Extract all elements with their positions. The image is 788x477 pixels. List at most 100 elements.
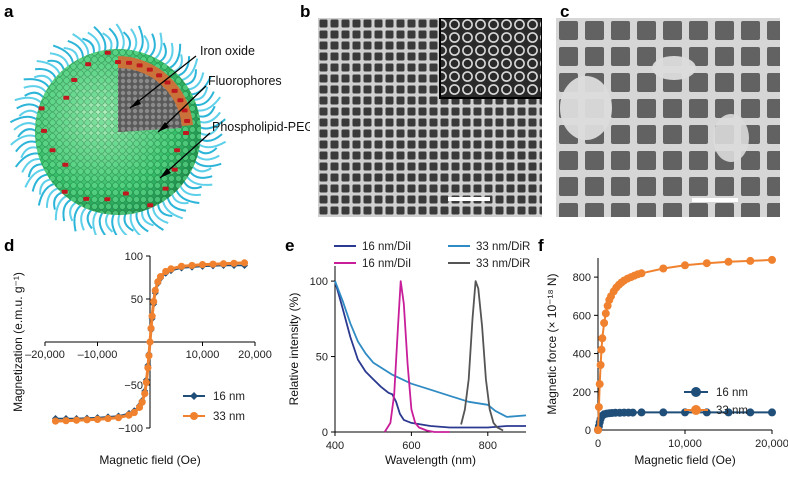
legend-label-d: 33 nm: [213, 411, 245, 423]
data-point-d: [83, 416, 91, 424]
y-tick-label-d: −100: [118, 423, 143, 435]
legend-label-d: 16 nm: [213, 391, 245, 403]
y-tick-label-e: 0: [322, 427, 328, 439]
data-point-f: [702, 259, 711, 268]
iron-oxide-core: [118, 67, 182, 132]
fluorophore-markers: [38, 50, 191, 208]
data-point-f: [659, 408, 668, 417]
y-tick-label-d: −50: [124, 380, 143, 392]
data-point-d: [188, 261, 196, 270]
x-tick-label-d: –20,000: [25, 349, 65, 361]
data-point-d: [167, 265, 175, 273]
data-point-d: [150, 297, 158, 306]
data-point-d: [93, 415, 102, 423]
series-33nm-dir-absorbance: [334, 280, 527, 418]
data-point-d: [147, 324, 155, 332]
legend-label-e: 16 nm/DiI: [362, 258, 411, 270]
x-tick-label-d: –10,000: [78, 349, 118, 361]
y-tick-label-f: 600: [573, 310, 591, 322]
data-point-f: [597, 345, 606, 354]
x-tick-label-e: 600: [402, 440, 420, 452]
legend-marker-f: [691, 387, 701, 397]
data-point-f: [724, 408, 733, 417]
y-tick-label-e: 100: [310, 276, 328, 288]
x-tick-label-d: 10,000: [186, 349, 220, 361]
x-tick-label-e: 800: [479, 440, 497, 452]
data-point-d: [142, 378, 150, 387]
panel-label-d: d: [4, 236, 15, 255]
panel-label-a: a: [4, 2, 14, 21]
legend-label-f: 16 nm: [716, 387, 748, 399]
data-point-f: [768, 408, 776, 417]
data-point-d: [104, 414, 112, 423]
scale-bar-c: [692, 198, 738, 202]
data-point-d: [240, 259, 249, 267]
data-point-f: [595, 380, 604, 389]
data-point-f: [659, 264, 668, 273]
data-point-f: [594, 426, 602, 434]
x-axis-label-d: Magnetic field (Oe): [99, 453, 200, 467]
data-point-d: [62, 417, 70, 425]
x-axis-label-e: Wavelength (nm): [385, 453, 476, 467]
data-point-f: [596, 361, 605, 369]
data-point-f: [768, 255, 776, 264]
data-point-d: [230, 259, 238, 267]
data-point-d: [219, 260, 228, 268]
series-33nm-dir-emission: [460, 280, 504, 432]
data-point-d: [130, 408, 138, 417]
nanoparticle-illustration: Iron oxide Fluorophores Phospholipid-PEG: [9, 23, 310, 235]
x-tick-label-e: 400: [326, 440, 344, 452]
data-point-d: [156, 273, 165, 281]
scale-bar-b: [448, 197, 490, 201]
label-iron-oxide: Iron oxide: [200, 44, 255, 58]
y-tick-label-f: 200: [573, 387, 591, 399]
chart-magnetization: –20,000 –10,000 10,000 20,000 −100 −50 50 100 Ma…: [11, 251, 272, 467]
y-axis-label-d: Magnetization (e.m.u. g⁻¹): [11, 272, 25, 412]
data-point-d: [151, 286, 159, 294]
data-point-f: [637, 408, 646, 417]
data-point-f: [601, 309, 610, 318]
y-tick-label-d: 50: [131, 294, 143, 306]
x-tick-label-f: 0: [595, 438, 601, 450]
panel-label-f: f: [538, 236, 544, 255]
chart-magnetic-force: 0 10,000 20,000 0 200 400 600 800 Magnetic field…: [545, 255, 788, 467]
data-point-f: [724, 257, 733, 266]
data-point-d: [145, 352, 153, 360]
panel-label-b: b: [300, 2, 311, 21]
legend-label-e: 33 nm/DiR: [476, 241, 530, 253]
data-point-f: [594, 403, 603, 412]
legend-marker-d: [190, 392, 198, 400]
data-point-d: [209, 260, 217, 268]
data-point-d: [148, 312, 156, 320]
y-axis-label-f: Magnetic force (× 10⁻¹⁸ N): [545, 273, 559, 414]
legend-marker-d: [190, 412, 198, 420]
data-point-f: [600, 319, 609, 327]
tem-inset: [439, 18, 542, 99]
legend-label-e: 16 nm/DiI: [362, 241, 411, 253]
data-point-d: [198, 261, 207, 269]
data-point-f: [637, 269, 646, 278]
data-point-f: [746, 408, 755, 417]
tem-image-16nm: [318, 18, 542, 217]
label-fluorophores: Fluorophores: [208, 74, 282, 88]
data-point-d: [177, 262, 186, 270]
data-point-f: [746, 256, 755, 265]
data-point-f: [628, 408, 637, 417]
data-point-d: [144, 364, 152, 372]
legend-label-f: 33 nm: [716, 405, 748, 417]
arrow-iron-oxide: [129, 55, 197, 109]
data-point-d: [138, 398, 146, 406]
legend-label-e: 33 nm/DiR: [476, 258, 530, 270]
y-tick-label-f: 800: [573, 272, 591, 284]
y-tick-label-f: 0: [585, 425, 591, 437]
chart-fluorescence: 400 600 800 0 50 100 Wavelength (nm) Relative i…: [287, 241, 530, 467]
panel-label-c: c: [560, 2, 570, 21]
legend-marker-f: [691, 405, 701, 415]
panel-label-e: e: [285, 236, 295, 255]
data-point-d: [51, 417, 60, 425]
data-point-d: [114, 414, 123, 422]
y-tick-label-d: 100: [125, 251, 143, 263]
x-axis-label-f: Magnetic field (Oe): [634, 453, 735, 467]
data-point-f: [681, 261, 689, 270]
series-16nm-dii-absorbance: [334, 280, 526, 429]
